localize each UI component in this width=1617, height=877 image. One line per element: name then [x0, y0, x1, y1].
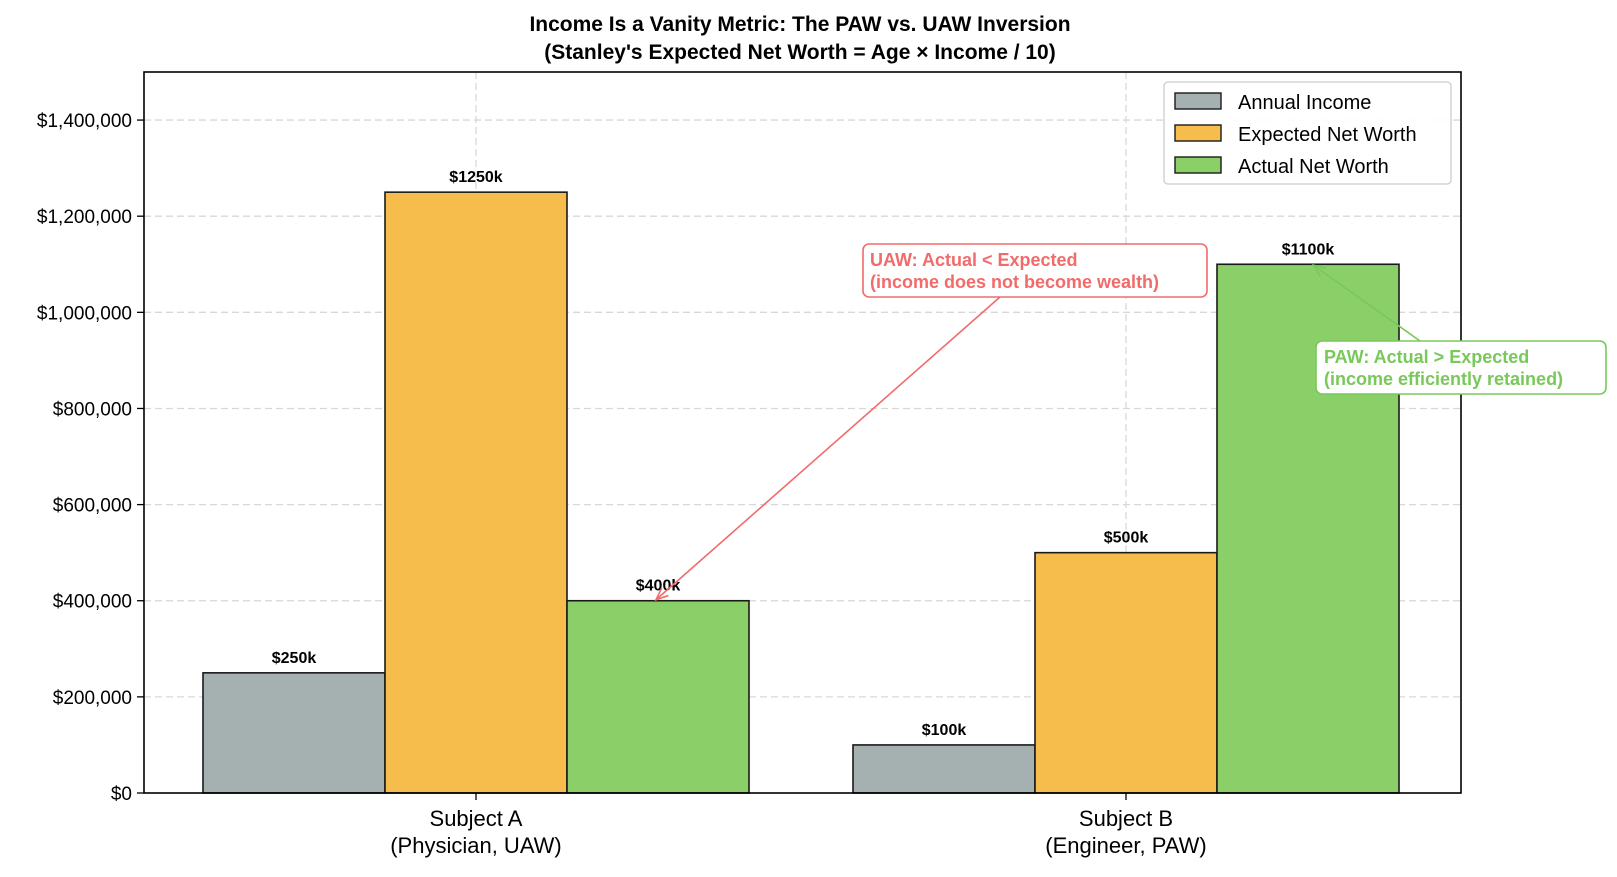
chart-title: Income Is a Vanity Metric: The PAW vs. U…	[529, 13, 1070, 36]
annotation-arrowhead	[1311, 264, 1327, 277]
x-category-label: (Engineer, PAW)	[1045, 833, 1206, 858]
annotation-arrow	[655, 296, 1001, 601]
bar-value-label: $400k	[636, 578, 681, 595]
y-tick-label: $0	[111, 784, 132, 805]
bar-value-label: $1100k	[1282, 241, 1335, 258]
legend-swatch	[1174, 124, 1222, 142]
y-tick-label: $1,400,000	[37, 111, 132, 132]
annotation-arrowhead	[654, 587, 669, 602]
bar-expected-net-worth	[384, 191, 568, 794]
legend-label: Expected Net Worth	[1238, 124, 1417, 146]
x-category-label: Subject A	[430, 806, 523, 831]
bar-value-label: $100k	[922, 722, 967, 739]
y-tick-label: $800,000	[53, 399, 132, 420]
legend-swatch	[1174, 156, 1222, 174]
y-tick-label: $1,000,000	[37, 303, 132, 324]
bar-value-label: $500k	[1104, 530, 1149, 547]
axes: $0 $200,000 $400,000 $600,000 $800,000 $1,000…	[37, 71, 1462, 858]
annotation-text: (income does not become wealth)	[870, 272, 1159, 292]
y-tick-label: $1,200,000	[37, 207, 132, 228]
bars	[202, 191, 1400, 794]
annotation-text: PAW: Actual > Expected	[1324, 347, 1529, 367]
bar-value-label: $1250k	[449, 169, 502, 186]
annotation-box	[862, 243, 1208, 298]
bar-actual-net-worth	[566, 599, 750, 794]
bar-expected-net-worth	[1034, 551, 1218, 794]
annotation-text: UAW: Actual < Expected	[870, 250, 1078, 270]
annotation-box	[1315, 340, 1607, 395]
bar-value-labels: $250k $1250k $400k $100k $500k $1100k	[272, 169, 1335, 739]
bar-annual-income	[852, 744, 1036, 794]
annotation-text: (income efficiently retained)	[1324, 369, 1563, 389]
x-category-label: Subject B	[1079, 806, 1173, 831]
legend-label: Actual Net Worth	[1238, 156, 1389, 178]
bar-value-label: $250k	[272, 650, 317, 667]
annotations: UAW: Actual < Expected(income does not b…	[654, 243, 1607, 602]
x-category-label: (Physician, UAW)	[390, 833, 562, 858]
legend-swatch	[1174, 92, 1222, 110]
bar-annual-income	[202, 672, 386, 794]
y-tick-label: $400,000	[53, 592, 132, 613]
legend: Annual Income Expected Net Worth Actual Ne…	[1163, 81, 1452, 185]
chart-subtitle: (Stanley's Expected Net Worth = Age × In…	[544, 41, 1055, 64]
y-tick-label: $600,000	[53, 496, 132, 517]
legend-box	[1163, 81, 1452, 185]
annotation-arrow	[1312, 264, 1421, 342]
plot-frame	[143, 71, 1462, 794]
legend-label: Annual Income	[1238, 92, 1371, 114]
y-tick-label: $200,000	[53, 688, 132, 709]
